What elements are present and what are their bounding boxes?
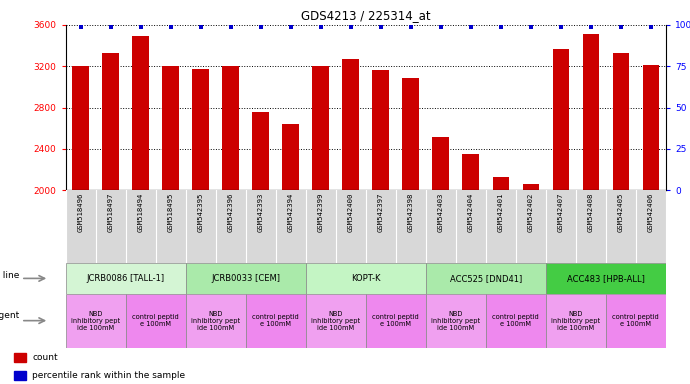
- Point: [345, 23, 356, 30]
- Text: NBD
inhibitory pept
ide 100mM: NBD inhibitory pept ide 100mM: [311, 311, 360, 331]
- Text: control peptid
e 100mM: control peptid e 100mM: [253, 314, 299, 327]
- Text: GSM518495: GSM518495: [168, 192, 174, 232]
- Text: GSM518497: GSM518497: [108, 192, 114, 232]
- Title: GDS4213 / 225314_at: GDS4213 / 225314_at: [301, 9, 431, 22]
- Text: cell line: cell line: [0, 271, 19, 280]
- Text: GSM542398: GSM542398: [408, 192, 414, 232]
- Point: [435, 23, 446, 30]
- Bar: [222, 66, 239, 384]
- Point: [195, 23, 206, 30]
- Text: NBD
inhibitory pept
ide 100mM: NBD inhibitory pept ide 100mM: [71, 311, 120, 331]
- Point: [615, 23, 627, 30]
- Text: GSM542400: GSM542400: [348, 192, 354, 232]
- Point: [465, 23, 476, 30]
- Bar: [132, 36, 149, 384]
- Bar: [553, 49, 569, 384]
- Bar: [462, 154, 479, 384]
- Bar: [306, 263, 426, 294]
- Text: agent: agent: [0, 311, 19, 320]
- Bar: [613, 53, 629, 384]
- Point: [525, 23, 536, 30]
- Text: KOPT-K: KOPT-K: [351, 274, 380, 283]
- Text: GSM542396: GSM542396: [228, 192, 234, 232]
- Point: [495, 23, 506, 30]
- Bar: [342, 59, 359, 384]
- Bar: [546, 263, 666, 294]
- Text: GSM542407: GSM542407: [558, 192, 564, 232]
- Bar: [66, 263, 186, 294]
- Bar: [14, 371, 26, 380]
- Bar: [402, 78, 419, 384]
- Bar: [72, 66, 89, 384]
- Bar: [162, 66, 179, 384]
- Text: NBD
inhibitory pept
ide 100mM: NBD inhibitory pept ide 100mM: [191, 311, 240, 331]
- Text: GSM542394: GSM542394: [288, 192, 294, 232]
- Text: control peptid
e 100mM: control peptid e 100mM: [493, 314, 539, 327]
- Point: [405, 23, 416, 30]
- Text: JCRB0086 [TALL-1]: JCRB0086 [TALL-1]: [86, 274, 165, 283]
- Bar: [253, 112, 269, 384]
- Bar: [186, 263, 306, 294]
- Text: GSM542399: GSM542399: [317, 192, 324, 232]
- Point: [645, 23, 656, 30]
- Text: NBD
inhibitory pept
ide 100mM: NBD inhibitory pept ide 100mM: [551, 311, 600, 331]
- Bar: [366, 294, 426, 348]
- Text: ACC525 [DND41]: ACC525 [DND41]: [450, 274, 522, 283]
- Bar: [426, 263, 546, 294]
- Text: JCRB0033 [CEM]: JCRB0033 [CEM]: [211, 274, 280, 283]
- Bar: [186, 294, 246, 348]
- Text: ACC483 [HPB-ALL]: ACC483 [HPB-ALL]: [567, 274, 644, 283]
- Point: [135, 23, 146, 30]
- Point: [75, 23, 86, 30]
- Point: [375, 23, 386, 30]
- Bar: [373, 70, 389, 384]
- Bar: [426, 294, 486, 348]
- Bar: [66, 294, 126, 348]
- Bar: [126, 294, 186, 348]
- Bar: [433, 137, 449, 384]
- Point: [585, 23, 596, 30]
- Bar: [14, 353, 26, 362]
- Bar: [522, 184, 539, 384]
- Text: GSM542395: GSM542395: [197, 192, 204, 232]
- Bar: [306, 294, 366, 348]
- Bar: [493, 177, 509, 384]
- Bar: [246, 294, 306, 348]
- Text: GSM542397: GSM542397: [377, 192, 384, 232]
- Text: percentile rank within the sample: percentile rank within the sample: [32, 371, 186, 380]
- Text: GSM542405: GSM542405: [618, 192, 624, 232]
- Bar: [642, 65, 659, 384]
- Text: GSM542401: GSM542401: [497, 192, 504, 232]
- Bar: [582, 34, 599, 384]
- Point: [285, 23, 296, 30]
- Text: GSM542408: GSM542408: [588, 192, 594, 232]
- Text: GSM518496: GSM518496: [77, 192, 83, 232]
- Text: GSM542404: GSM542404: [468, 192, 474, 232]
- Text: GSM542406: GSM542406: [648, 192, 654, 232]
- Text: count: count: [32, 353, 58, 362]
- Bar: [546, 294, 606, 348]
- Point: [105, 23, 116, 30]
- Text: GSM542393: GSM542393: [257, 192, 264, 232]
- Text: control peptid
e 100mM: control peptid e 100mM: [613, 314, 659, 327]
- Bar: [102, 53, 119, 384]
- Point: [225, 23, 236, 30]
- Bar: [486, 294, 546, 348]
- Bar: [282, 124, 299, 384]
- Point: [255, 23, 266, 30]
- Text: GSM518494: GSM518494: [137, 192, 144, 232]
- Bar: [606, 294, 666, 348]
- Text: GSM542402: GSM542402: [528, 192, 534, 232]
- Point: [165, 23, 176, 30]
- Bar: [193, 69, 209, 384]
- Point: [555, 23, 566, 30]
- Text: control peptid
e 100mM: control peptid e 100mM: [132, 314, 179, 327]
- Text: control peptid
e 100mM: control peptid e 100mM: [373, 314, 419, 327]
- Text: NBD
inhibitory pept
ide 100mM: NBD inhibitory pept ide 100mM: [431, 311, 480, 331]
- Bar: [313, 66, 329, 384]
- Text: GSM542403: GSM542403: [437, 192, 444, 232]
- Point: [315, 23, 326, 30]
